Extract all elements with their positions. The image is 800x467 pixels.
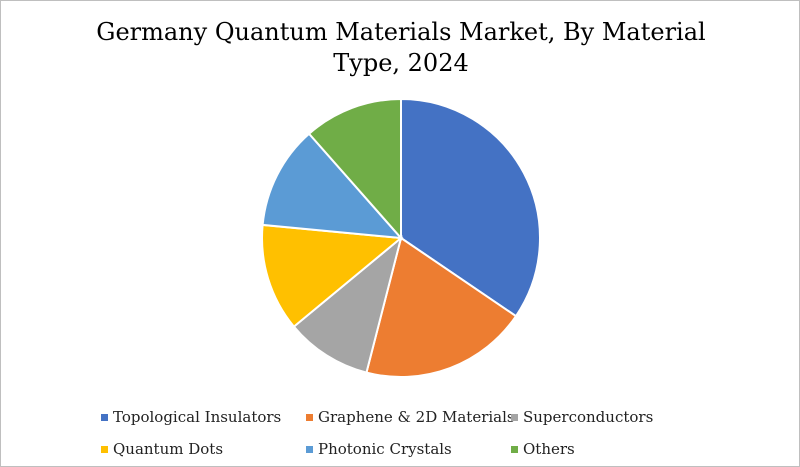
legend-label: Photonic Crystals [318, 440, 452, 458]
legend-label: Superconductors [523, 408, 654, 426]
pie-slice-photonic-crystals [261, 132, 404, 240]
legend-label: Quantum Dots [113, 440, 224, 458]
legend-swatch [101, 445, 108, 453]
legend-swatch [511, 445, 518, 453]
pie-slice-graphene-2d-materials [365, 236, 518, 378]
legend-label: Others [523, 440, 575, 458]
legend-label: Graphene & 2D Materials [318, 408, 515, 426]
legend-row: Quantum Dots Photonic Crystals Others [101, 433, 741, 465]
legend-swatch [511, 413, 518, 421]
legend-item-photonic-crystals: Photonic Crystals [306, 440, 511, 458]
legend-item-superconductors: Superconductors [511, 408, 741, 426]
chart-title: Germany Quantum Materials Market, By Mat… [96, 18, 706, 77]
legend-label: Topological Insulators [113, 408, 282, 426]
legend-item-graphene-2d-materials: Graphene & 2D Materials [306, 408, 515, 426]
legend: Topological Insulators Graphene & 2D Mat… [101, 401, 741, 465]
pie-slice-quantum-dots [261, 223, 404, 329]
legend-swatch [101, 413, 108, 421]
pie-slices [261, 97, 541, 378]
legend-item-topological-insulators: Topological Insulators [101, 408, 306, 426]
pie-slice-superconductors [292, 235, 403, 374]
pie-slice-others [307, 97, 402, 241]
legend-row: Topological Insulators Graphene & 2D Mat… [101, 401, 741, 433]
legend-swatch [306, 445, 313, 453]
legend-swatch [306, 413, 313, 421]
pie-slice-topological-insulators [400, 97, 541, 318]
legend-item-quantum-dots: Quantum Dots [101, 440, 306, 458]
legend-item-others: Others [511, 440, 741, 458]
